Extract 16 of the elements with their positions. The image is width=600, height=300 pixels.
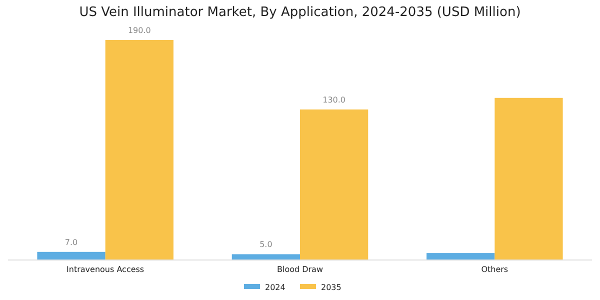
data-label: 7.0 [64, 238, 78, 247]
data-label: 190.0 [128, 26, 151, 35]
bar [37, 252, 106, 260]
bar [232, 254, 300, 260]
bar [300, 109, 368, 260]
bar [105, 40, 174, 260]
legend-label: 2035 [321, 283, 342, 292]
bar [426, 253, 495, 260]
x-tick-label: Blood Draw [276, 265, 324, 274]
legend-label: 2024 [265, 283, 286, 292]
data-label: 130.0 [322, 95, 346, 104]
chart-title: US Vein Illuminator Market, By Application, 2024-2035 (USD Million) [79, 5, 521, 20]
x-tick-label: Others [481, 265, 508, 274]
x-tick-label: Intravenous Access [66, 265, 144, 274]
data-label: 5.0 [260, 240, 272, 250]
bar [494, 98, 563, 260]
